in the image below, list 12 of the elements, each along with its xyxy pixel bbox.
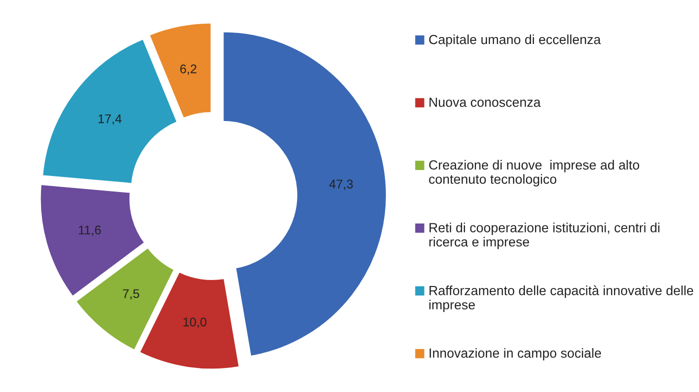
legend-label: Creazione di nuove imprese ad alto contenuto tecnologico <box>429 160 640 186</box>
data-label: 17,4 <box>98 114 122 125</box>
data-label: 11,6 <box>78 226 101 236</box>
legend-label: Innovazione in campo sociale <box>430 348 601 360</box>
data-label: 47,3 <box>329 180 353 190</box>
legend-label: Reti di cooperazione istituzioni, centri di ricerca e imprese <box>429 222 660 250</box>
legend-label: Nuova conoscenza <box>430 98 541 107</box>
legend-label: Rafforzamento delle capacità innovative delle imprese <box>429 285 694 312</box>
data-label: 6,2 <box>180 64 196 75</box>
data-label: 7,5 <box>122 289 140 300</box>
data-label: 10,0 <box>183 318 206 328</box>
legend-label: Capitale umano di eccellenza <box>429 34 601 47</box>
